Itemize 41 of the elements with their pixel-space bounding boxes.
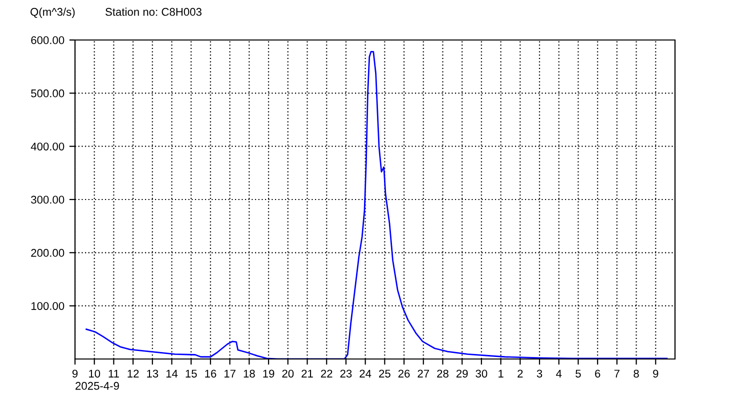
x-tick-label: 9	[653, 370, 658, 378]
x-tick-label: 17	[224, 370, 236, 378]
x-tick-label: 21	[302, 370, 313, 378]
x-tick-label: 20	[282, 370, 294, 378]
x-tick-label: 11	[108, 370, 119, 378]
x-tick-label: 1	[498, 370, 504, 378]
x-tick-label: 2	[518, 370, 523, 378]
chart-title: Station no: C8H003	[106, 8, 202, 16]
x-tick-label: 30	[476, 370, 488, 378]
y-tick-label: 100.00	[31, 302, 64, 310]
x-tick-label: 10	[89, 370, 100, 378]
x-tick-label: 23	[340, 370, 352, 378]
x-tick-label: 22	[320, 370, 332, 378]
x-tick-label: 14	[166, 370, 178, 378]
line-series	[86, 51, 668, 359]
x-tick-label: 19	[263, 370, 274, 378]
x-tick-label: 16	[205, 370, 216, 378]
y-tick-label: 200.00	[31, 248, 64, 257]
x-tick-label: 5	[576, 370, 581, 378]
x-tick-label: 18	[244, 370, 255, 378]
y-tick-label: 300.00	[31, 196, 64, 204]
x-tick-label: 29	[456, 370, 468, 378]
x-tick-label: 9	[72, 370, 78, 378]
x-tick-label: 27	[418, 370, 430, 378]
y-tick-label: 400.00	[30, 142, 64, 150]
x-tick-label: 8	[634, 370, 639, 378]
x-tick-label: 7	[614, 370, 620, 378]
text: 2025-4-9	[76, 382, 119, 390]
y-tick-label: 600.00	[31, 36, 64, 44]
x-tick-label: 4	[556, 370, 562, 378]
x-tick-label: 24	[360, 370, 372, 378]
y-tick-label: 500.00	[31, 89, 64, 98]
x-tick-label: 15	[186, 370, 197, 378]
x-tick-label: 6	[595, 370, 600, 378]
x-tick-label: 26	[398, 370, 410, 378]
x-tick-label: 12	[128, 370, 139, 378]
x-tick-label: 13	[147, 370, 158, 378]
y-axis-title: Q(m^3/s)	[30, 8, 75, 18]
x-tick-label: 25	[379, 370, 390, 378]
x-tick-label: 3	[536, 370, 542, 378]
x-tick-label: 28	[437, 370, 448, 378]
